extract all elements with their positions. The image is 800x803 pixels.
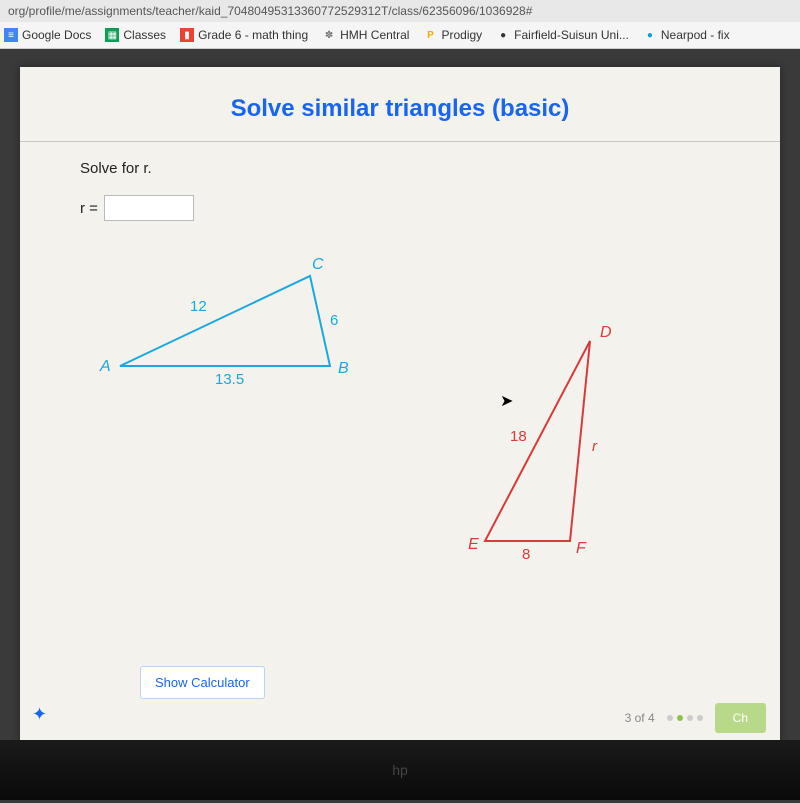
prompt-text: Solve for r. bbox=[80, 160, 720, 177]
figure: A B C 12 6 13.5 E F D 18 r 8 ➤ bbox=[80, 241, 720, 571]
bookmark-google-docs[interactable]: ≡ Google Docs bbox=[4, 28, 91, 42]
bookmark-hmh[interactable]: ✽ HMH Central bbox=[322, 28, 409, 42]
side-ef: 8 bbox=[522, 546, 530, 563]
laptop-base: hp bbox=[0, 740, 800, 800]
bookmark-label: Google Docs bbox=[22, 28, 91, 42]
progress-text: 3 of 4 bbox=[625, 711, 655, 725]
bookmark-nearpod[interactable]: ● Nearpod - fix bbox=[643, 28, 730, 42]
triangles-svg: A B C 12 6 13.5 E F D 18 r 8 bbox=[80, 241, 720, 571]
grade6-icon: ▮ bbox=[180, 28, 194, 42]
triangle-def bbox=[485, 341, 590, 541]
bookmark-label: Nearpod - fix bbox=[661, 28, 730, 42]
sparkle-icon[interactable]: ✦ bbox=[32, 704, 47, 725]
check-button[interactable]: Ch bbox=[715, 703, 766, 733]
answer-row: r = bbox=[80, 195, 720, 221]
classes-icon: ▦ bbox=[105, 28, 119, 42]
url-bar[interactable]: org/profile/me/assignments/teacher/kaid_… bbox=[0, 0, 800, 22]
bookmark-label: HMH Central bbox=[340, 28, 409, 42]
vertex-d: D bbox=[600, 324, 612, 341]
show-calculator-button[interactable]: Show Calculator bbox=[140, 666, 265, 699]
fairfield-icon: ● bbox=[496, 28, 510, 42]
side-ab: 13.5 bbox=[215, 371, 244, 388]
exercise-page: Solve similar triangles (basic) Solve fo… bbox=[20, 67, 780, 743]
content-area: Solve for r. r = A B C 12 6 13.5 E bbox=[20, 142, 780, 698]
laptop-brand: hp bbox=[392, 762, 408, 778]
bookmark-label: Grade 6 - math thing bbox=[198, 28, 308, 42]
bookmark-grade6[interactable]: ▮ Grade 6 - math thing bbox=[180, 28, 308, 42]
side-ac: 12 bbox=[190, 298, 207, 315]
vertex-f: F bbox=[576, 540, 587, 557]
footer: 3 of 4 Ch bbox=[625, 703, 766, 733]
progress-dots bbox=[667, 715, 703, 721]
vertex-a: A bbox=[99, 358, 111, 375]
side-df: r bbox=[592, 438, 598, 455]
bookmark-prodigy[interactable]: P Prodigy bbox=[423, 28, 482, 42]
triangle-abc bbox=[120, 276, 330, 366]
cursor-icon: ➤ bbox=[500, 391, 513, 411]
bookmark-classes[interactable]: ▦ Classes bbox=[105, 28, 166, 42]
dot bbox=[667, 715, 673, 721]
bookmarks-bar: ≡ Google Docs ▦ Classes ▮ Grade 6 - math… bbox=[0, 22, 800, 49]
bookmark-label: Prodigy bbox=[441, 28, 482, 42]
vertex-c: C bbox=[312, 256, 324, 273]
dot bbox=[697, 715, 703, 721]
viewport: Solve similar triangles (basic) Solve fo… bbox=[0, 49, 800, 803]
dot-active bbox=[677, 715, 683, 721]
bookmark-label: Classes bbox=[123, 28, 166, 42]
bookmark-label: Fairfield-Suisun Uni... bbox=[514, 28, 629, 42]
answer-input[interactable] bbox=[104, 195, 194, 221]
bookmark-fairfield[interactable]: ● Fairfield-Suisun Uni... bbox=[496, 28, 629, 42]
vertex-b: B bbox=[338, 360, 349, 377]
side-ed: 18 bbox=[510, 428, 527, 445]
variable-label: r = bbox=[80, 200, 98, 217]
docs-icon: ≡ bbox=[4, 28, 18, 42]
prodigy-icon: P bbox=[423, 28, 437, 42]
dot bbox=[687, 715, 693, 721]
side-cb: 6 bbox=[330, 312, 338, 329]
hmh-icon: ✽ bbox=[322, 28, 336, 42]
nearpod-icon: ● bbox=[643, 28, 657, 42]
page-title: Solve similar triangles (basic) bbox=[20, 67, 780, 141]
vertex-e: E bbox=[468, 536, 479, 553]
